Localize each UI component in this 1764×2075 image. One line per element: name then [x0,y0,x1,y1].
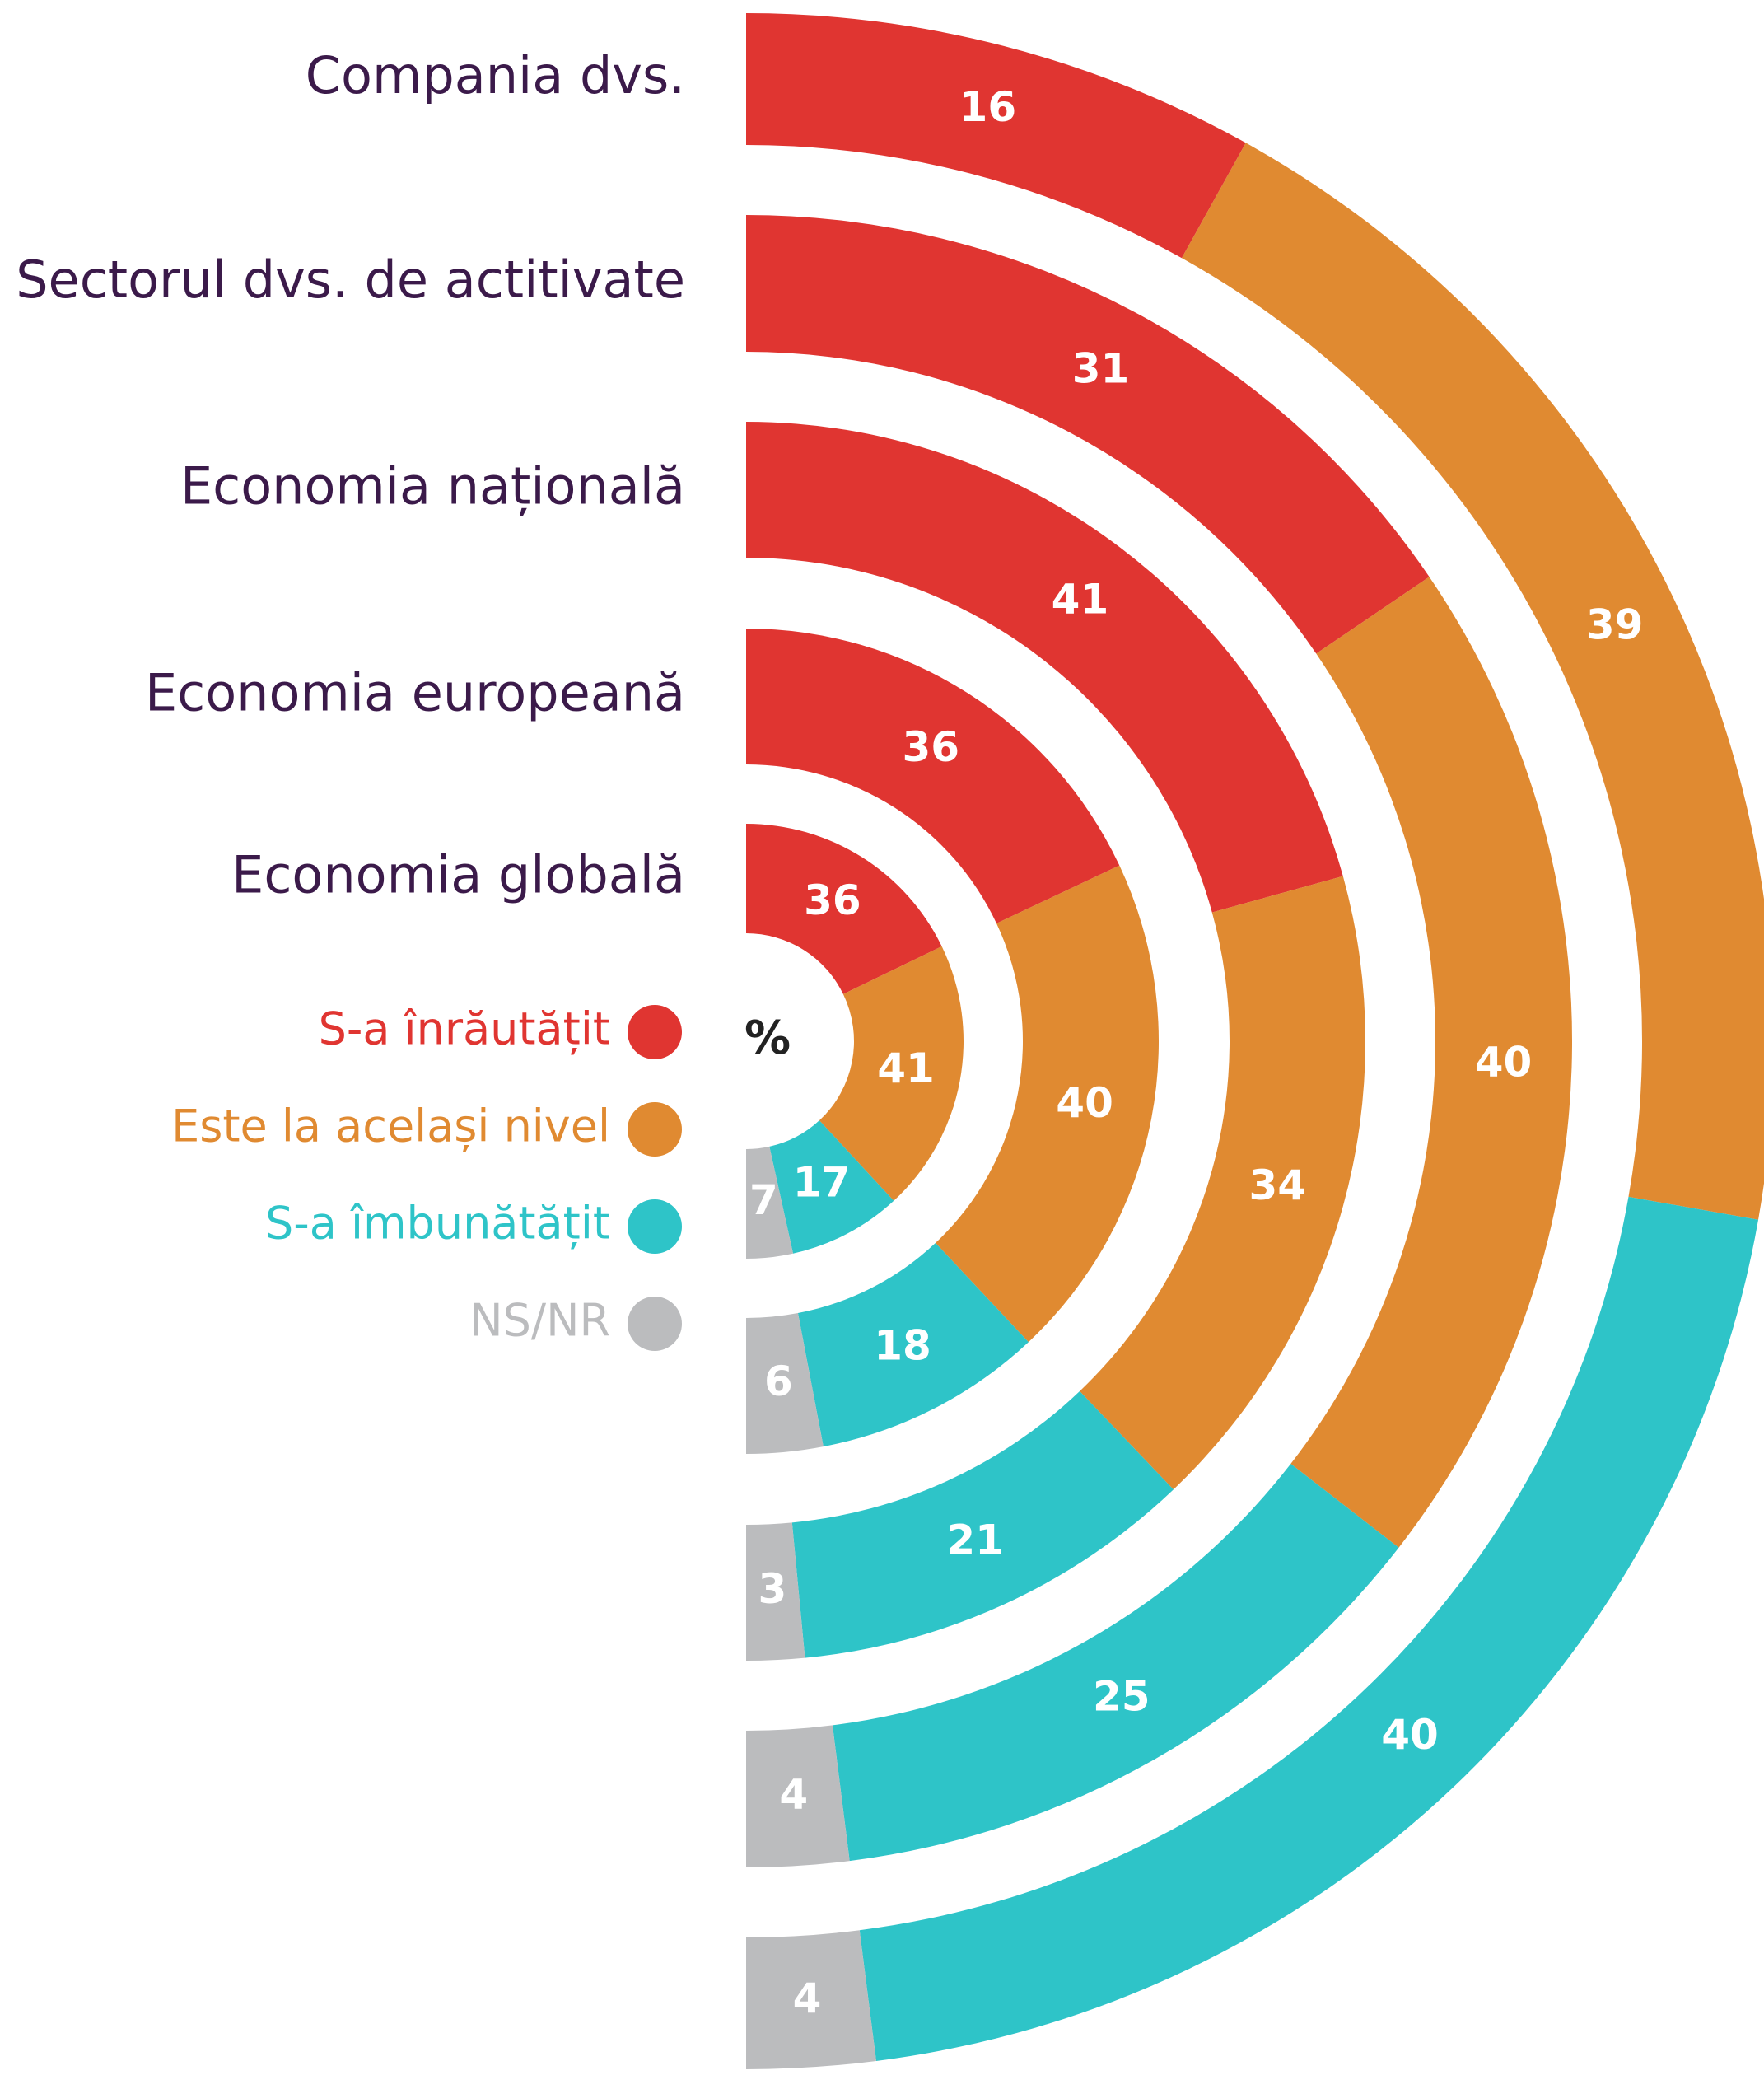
value-label: 31 [1072,344,1130,392]
value-label: 40 [1381,1711,1439,1759]
segment [746,1522,805,1661]
segment [746,422,1343,913]
value-label: 21 [946,1516,1004,1563]
value-label: 41 [1052,576,1109,624]
category-label: Economia globală [231,845,685,905]
value-label: 7 [749,1176,778,1224]
value-label: 39 [1586,601,1644,648]
category-label: Compania dvs. [306,45,685,105]
value-label: 4 [779,1771,808,1819]
segment [859,1196,1759,2061]
unit-label: % [744,1012,791,1065]
legend-label: S-a înrăutățit [319,1003,610,1055]
legend-swatch [628,1102,682,1157]
value-label: 4 [793,1975,822,2022]
segment [936,865,1159,1343]
category-label: Sectorul dvs. de actitivate [16,250,685,310]
value-label: 18 [874,1321,931,1369]
value-label: 36 [804,876,861,924]
segment [746,13,1246,259]
legend-swatch [628,1199,682,1254]
segment [746,824,942,994]
value-label: 6 [764,1358,793,1405]
legend-label: S-a îmbunătățit [265,1198,610,1250]
legend-label: NS/NR [469,1295,610,1347]
value-label: 36 [902,723,959,771]
value-label: 40 [1056,1079,1113,1127]
legend-swatch [628,1297,682,1351]
category-label: Economia europeană [145,663,685,723]
value-label: 16 [959,83,1017,131]
segment [832,1464,1399,1862]
value-label: 41 [877,1045,935,1092]
legend-label: Este la același nivel [171,1101,610,1153]
segment [746,1146,794,1259]
segment [1290,577,1572,1548]
segment [746,215,1430,654]
segment [746,1725,850,1867]
category-label: Economia națională [180,456,685,516]
segment [791,1390,1174,1658]
value-label: 3 [758,1565,786,1613]
legend-swatch [628,1005,682,1059]
segment [746,1930,876,2069]
value-label: 40 [1475,1038,1533,1086]
value-label: 34 [1248,1161,1306,1209]
segment [746,1313,824,1454]
value-label: 17 [793,1158,851,1206]
segment [797,1242,1029,1447]
segment [1181,143,1764,1220]
segment [769,1120,894,1254]
segment [746,629,1120,923]
segment [819,946,964,1201]
segment [1080,876,1365,1490]
value-label: 25 [1093,1673,1150,1721]
